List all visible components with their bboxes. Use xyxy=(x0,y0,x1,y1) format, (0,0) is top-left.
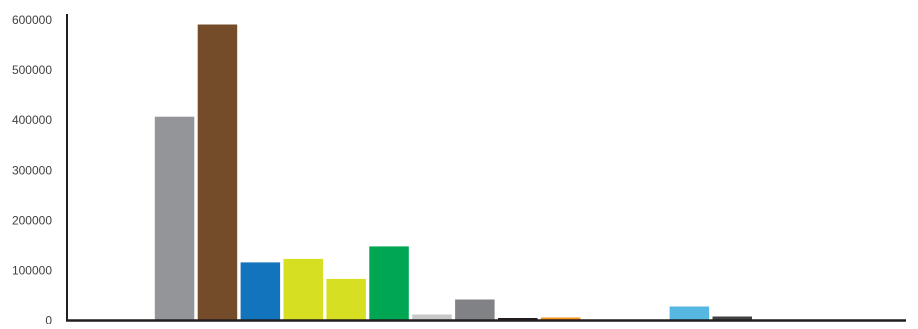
bars xyxy=(154,24,838,321)
y-axis-ticks: 0 100000 200000 300000 400000 500000 600000 xyxy=(12,13,52,328)
bar xyxy=(712,316,752,321)
bar xyxy=(154,116,195,321)
y-tick-label: 100000 xyxy=(12,263,52,277)
bar xyxy=(369,246,409,321)
bar xyxy=(455,299,495,321)
bar xyxy=(326,278,366,321)
bar xyxy=(412,314,452,321)
bar xyxy=(240,262,281,321)
y-tick-label: 200000 xyxy=(12,213,52,227)
y-tick-label: 300000 xyxy=(12,163,52,177)
y-tick-label: 500000 xyxy=(12,63,52,77)
bar xyxy=(197,24,238,321)
y-tick-label: 0 xyxy=(45,314,52,325)
y-tick-label: 600000 xyxy=(12,13,52,27)
bar xyxy=(540,317,581,321)
bar xyxy=(669,306,710,321)
y-tick-label: 400000 xyxy=(12,113,52,127)
bar xyxy=(283,258,323,321)
